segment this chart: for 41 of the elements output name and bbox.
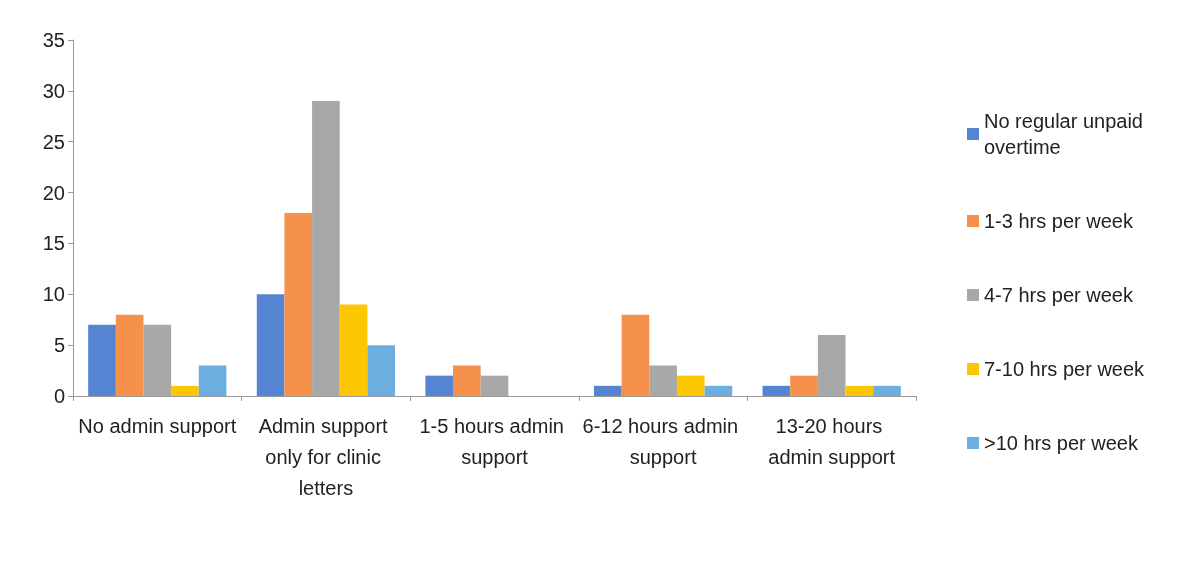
legend-label: 7-10 hrs per week	[984, 358, 1146, 380]
legend-label: 1-3 hrs per week	[984, 210, 1134, 232]
bar	[593, 385, 622, 396]
x-tick-label: 6-12 hours admin support	[582, 414, 744, 468]
bar	[762, 385, 791, 396]
y-tick-label: 20	[42, 181, 65, 204]
bar	[649, 365, 677, 396]
bar	[873, 385, 901, 396]
x-tick-label: 1-5 hours admin support	[419, 414, 570, 468]
bar	[143, 324, 172, 396]
legend-label: 4-7 hrs per week	[984, 284, 1134, 306]
bar	[676, 375, 705, 396]
legend-label: No regular unpaid overtime	[984, 110, 1149, 158]
bar	[480, 375, 509, 396]
bar	[704, 385, 733, 396]
bar	[790, 375, 818, 396]
y-tick-label: 5	[53, 334, 65, 357]
x-tick-label: 13-20 hours admin support	[768, 414, 896, 468]
bar	[425, 375, 454, 396]
bar	[284, 212, 313, 396]
bar	[198, 365, 227, 396]
bar	[312, 101, 340, 396]
y-tick-label: 10	[42, 283, 65, 306]
bar	[621, 314, 650, 396]
bar	[115, 314, 144, 396]
legend-label: >10 hrs per week	[984, 432, 1139, 454]
y-tick-label: 35	[42, 29, 65, 51]
y-tick-label: 15	[42, 232, 65, 255]
bar	[367, 345, 396, 396]
bar	[256, 294, 285, 396]
x-tick-label: No admin support	[78, 414, 237, 437]
y-tick-label: 0	[53, 385, 65, 407]
y-tick-label: 25	[42, 130, 65, 153]
bar	[339, 304, 368, 396]
bar	[453, 365, 481, 396]
bar	[817, 334, 846, 396]
y-tick-label: 30	[42, 79, 65, 102]
bar	[171, 385, 199, 396]
bar	[88, 324, 116, 396]
x-tick-label: Admin support only for clinic letters	[258, 414, 394, 499]
bar	[845, 385, 874, 396]
